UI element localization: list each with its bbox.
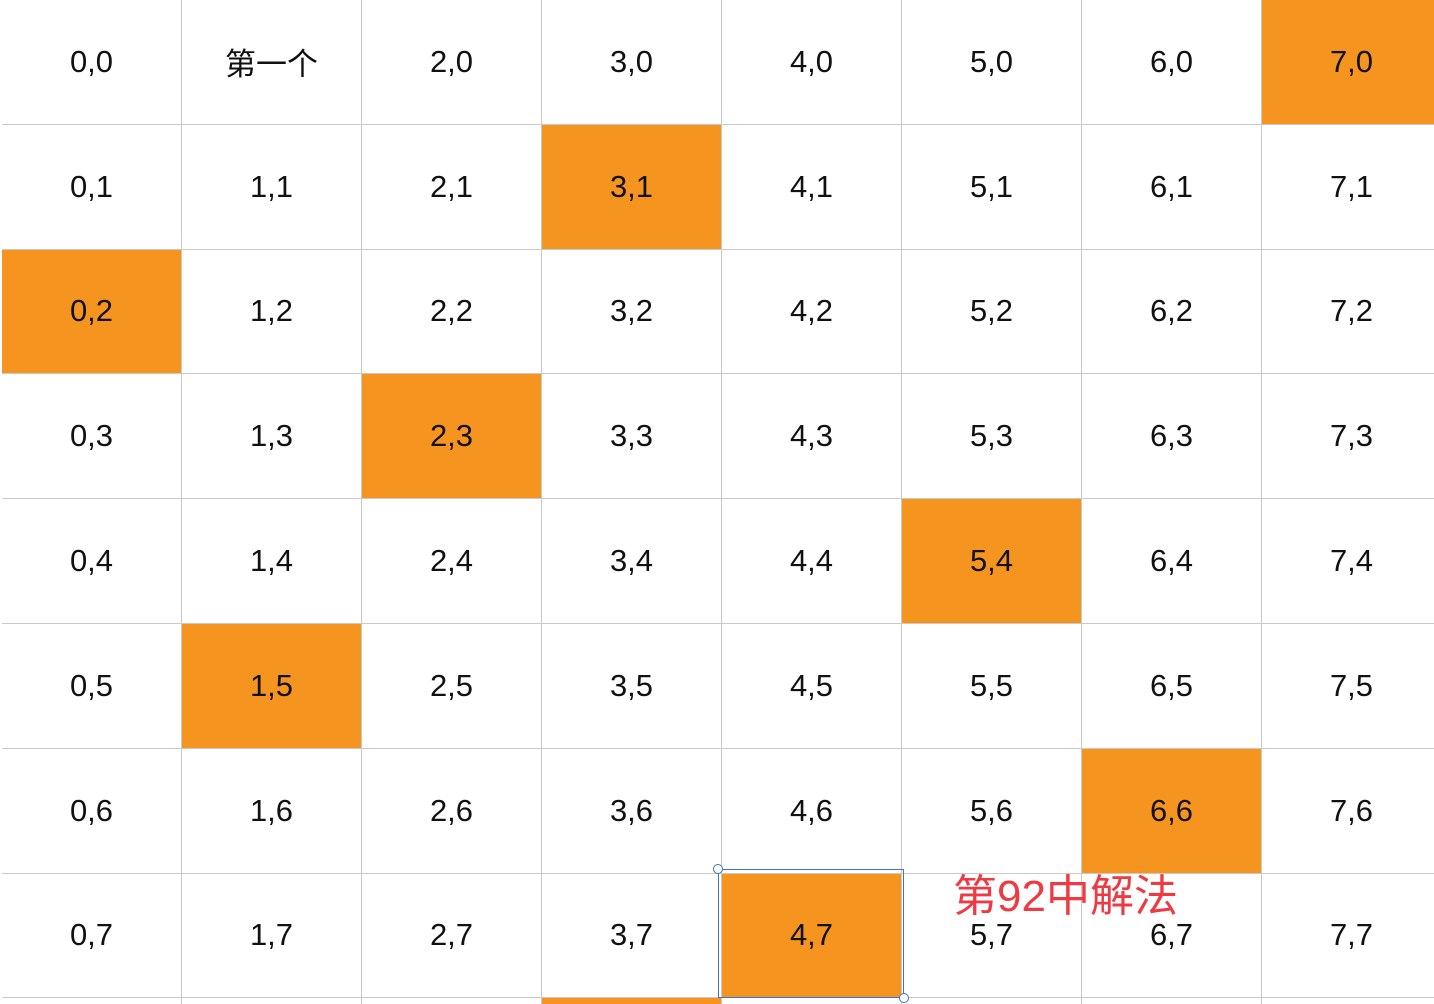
grid-cell-3-0[interactable]: 3,0 <box>542 0 722 125</box>
grid-cell-2-1[interactable]: 2,1 <box>362 124 542 250</box>
grid-cell-6-8[interactable] <box>1082 998 1262 1004</box>
grid-cell-2-3[interactable]: 2,3 <box>362 374 542 500</box>
grid-cell-4-6[interactable]: 4,6 <box>722 748 902 874</box>
grid-cell-2-2[interactable]: 2,2 <box>362 249 542 375</box>
grid-cell-3-8[interactable] <box>542 998 722 1004</box>
grid-cell-7-2[interactable]: 7,2 <box>1262 249 1434 375</box>
grid-cell-0-7[interactable]: 0,7 <box>2 873 182 999</box>
grid-cell-3-7[interactable]: 3,7 <box>542 873 722 999</box>
grid-cell-3-6[interactable]: 3,6 <box>542 748 722 874</box>
grid-cell-4-3[interactable]: 4,3 <box>722 374 902 500</box>
grid-cell-5-6[interactable]: 5,6 <box>902 748 1082 874</box>
grid-cell-5-2[interactable]: 5,2 <box>902 249 1082 375</box>
grid-cell-0-1[interactable]: 0,1 <box>2 124 182 250</box>
grid-cell-2-4[interactable]: 2,4 <box>362 499 542 624</box>
grid-cell-5-4[interactable]: 5,4 <box>902 499 1082 624</box>
grid-cell-5-7[interactable]: 5,7 <box>902 873 1082 999</box>
grid-cell-5-3[interactable]: 5,3 <box>902 374 1082 500</box>
grid-cell-7-3[interactable]: 7,3 <box>1262 374 1434 500</box>
grid-cell-4-5[interactable]: 4,5 <box>722 623 902 749</box>
grid-cell-1-1[interactable]: 1,1 <box>182 124 362 250</box>
grid-cell-4-1[interactable]: 4,1 <box>722 124 902 250</box>
grid-cell-2-0[interactable]: 2,0 <box>362 0 542 125</box>
grid-cell-2-6[interactable]: 2,6 <box>362 748 542 874</box>
grid-cell-3-5[interactable]: 3,5 <box>542 623 722 749</box>
grid-cell-6-6[interactable]: 6,6 <box>1082 748 1262 874</box>
grid-cell-4-0[interactable]: 4,0 <box>722 0 902 125</box>
grid-cell-4-4[interactable]: 4,4 <box>722 499 902 624</box>
grid-cell-6-3[interactable]: 6,3 <box>1082 374 1262 500</box>
grid-cell-7-5[interactable]: 7,5 <box>1262 623 1434 749</box>
grid-cell-2-8[interactable] <box>362 998 542 1004</box>
grid-cell-6-7[interactable]: 6,7 <box>1082 873 1262 999</box>
grid-cell-5-5[interactable]: 5,5 <box>902 623 1082 749</box>
grid-cell-7-8[interactable] <box>1262 998 1434 1004</box>
grid-cell-3-1[interactable]: 3,1 <box>542 124 722 250</box>
grid-cell-2-5[interactable]: 2,5 <box>362 623 542 749</box>
grid-cell-0-3[interactable]: 0,3 <box>2 374 182 500</box>
grid-cell-6-4[interactable]: 6,4 <box>1082 499 1262 624</box>
grid-cell-0-6[interactable]: 0,6 <box>2 748 182 874</box>
grid-cell-7-0[interactable]: 7,0 <box>1262 0 1434 125</box>
grid-cell-5-8[interactable] <box>902 998 1082 1004</box>
grid-cell-6-0[interactable]: 6,0 <box>1082 0 1262 125</box>
grid-cell-7-4[interactable]: 7,4 <box>1262 499 1434 624</box>
grid-cell-3-2[interactable]: 3,2 <box>542 249 722 375</box>
annotation-text: 第92中解法 <box>953 872 1178 921</box>
grid-cell-5-1[interactable]: 5,1 <box>902 124 1082 250</box>
grid-cell-0-2[interactable]: 0,2 <box>2 249 182 375</box>
grid-cell-4-8[interactable] <box>722 998 902 1004</box>
grid-cell-0-4[interactable]: 0,4 <box>2 499 182 624</box>
grid-cell-1-6[interactable]: 1,6 <box>182 748 362 874</box>
grid-cell-3-3[interactable]: 3,3 <box>542 374 722 500</box>
grid-cell-1-7[interactable]: 1,7 <box>182 873 362 999</box>
grid-cell-6-5[interactable]: 6,5 <box>1082 623 1262 749</box>
grid-cell-7-6[interactable]: 7,6 <box>1262 748 1434 874</box>
grid-cell-0-8[interactable] <box>2 998 182 1004</box>
grid-cell-7-1[interactable]: 7,1 <box>1262 124 1434 250</box>
grid-cell-1-2[interactable]: 1,2 <box>182 249 362 375</box>
grid-cell-1-3[interactable]: 1,3 <box>182 374 362 500</box>
grid-cell-7-7[interactable]: 7,7 <box>1262 873 1434 999</box>
grid-cell-0-5[interactable]: 0,5 <box>2 623 182 749</box>
grid-cell-6-1[interactable]: 6,1 <box>1082 124 1262 250</box>
grid-cell-1-0[interactable]: 第一个 <box>182 0 362 125</box>
grid-cell-1-8[interactable] <box>182 998 362 1004</box>
grid-cell-2-7[interactable]: 2,7 <box>362 873 542 999</box>
grid-cell-3-4[interactable]: 3,4 <box>542 499 722 624</box>
grid-cell-1-5[interactable]: 1,5 <box>182 623 362 749</box>
grid-cell-4-2[interactable]: 4,2 <box>722 249 902 375</box>
grid-cell-1-4[interactable]: 1,4 <box>182 499 362 624</box>
grid-cell-0-0[interactable]: 0,0 <box>2 0 182 125</box>
grid-cell-5-0[interactable]: 5,0 <box>902 0 1082 125</box>
grid-cell-4-7[interactable]: 4,7 <box>722 873 902 999</box>
grid-cell-6-2[interactable]: 6,2 <box>1082 249 1262 375</box>
